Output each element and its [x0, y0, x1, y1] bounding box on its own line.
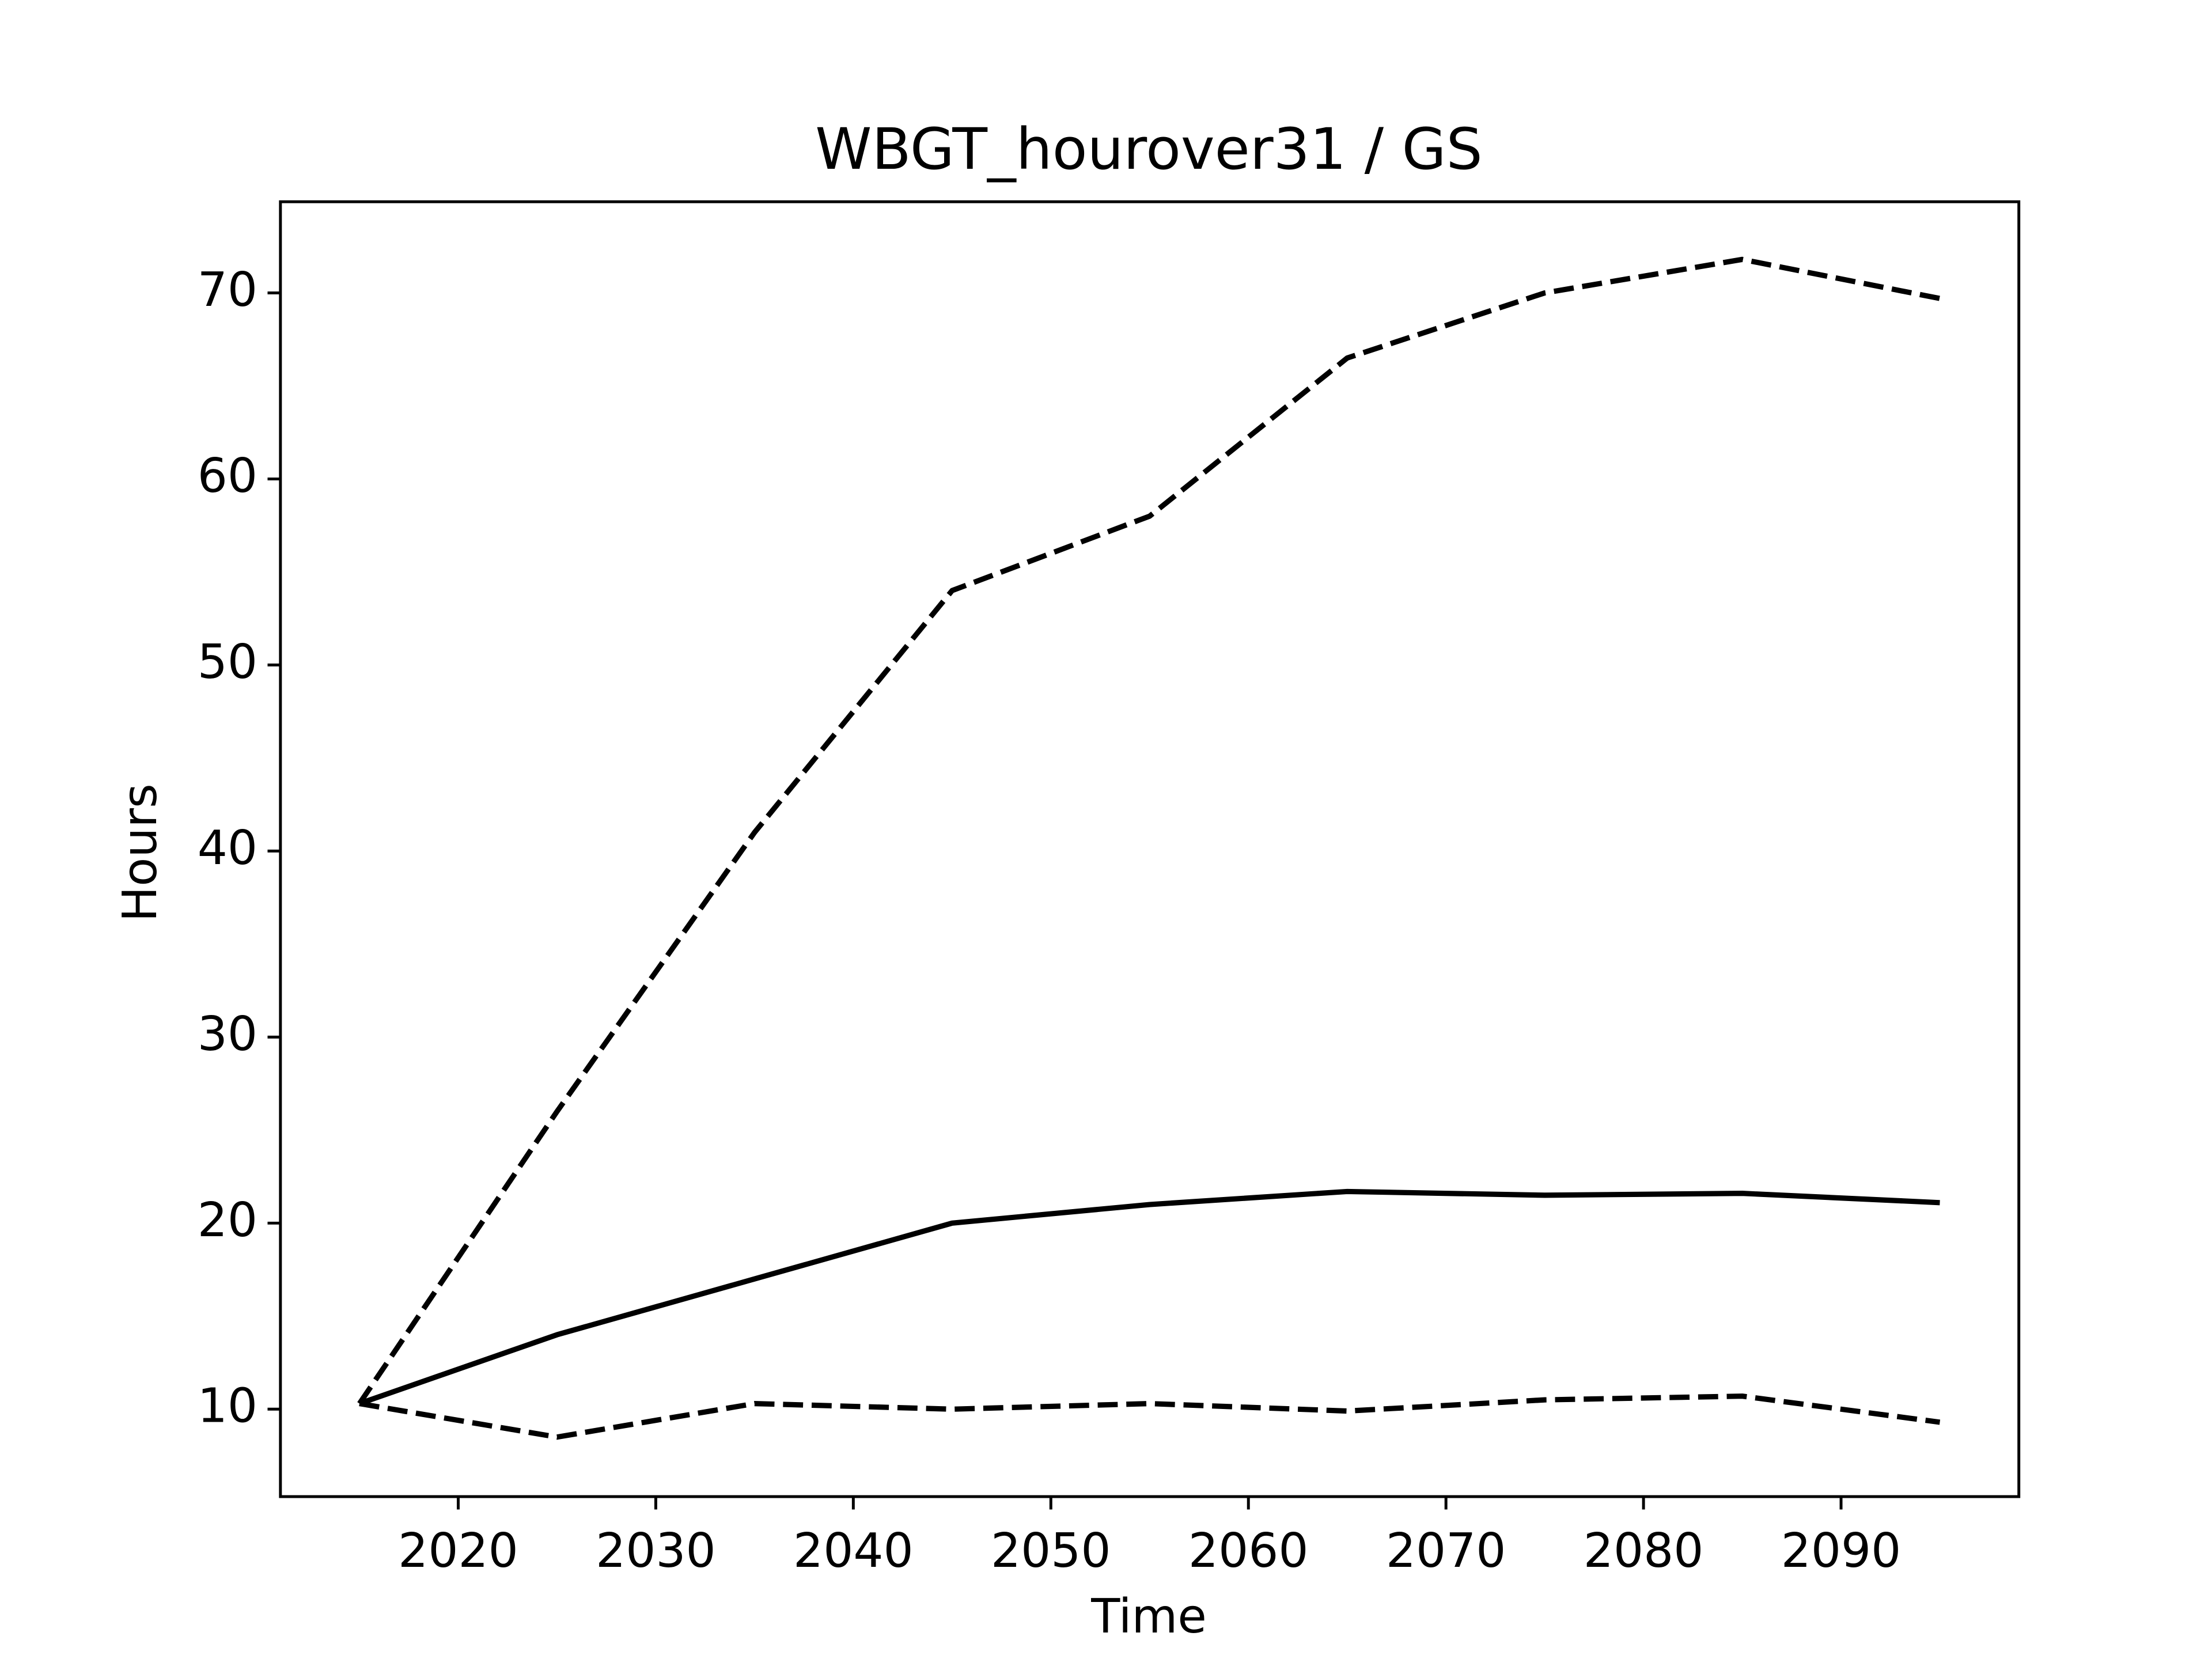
- y-tick-label: 40: [198, 821, 257, 876]
- x-tick-label: 2070: [1386, 1524, 1506, 1578]
- x-tick-label: 2050: [991, 1524, 1111, 1578]
- y-tick-label: 20: [198, 1193, 257, 1248]
- x-axis-label: Time: [1090, 1589, 1207, 1644]
- y-tick-label: 30: [198, 1007, 257, 1062]
- y-axis-label: Hours: [113, 783, 168, 922]
- x-tick-label: 2040: [793, 1524, 914, 1578]
- y-tick-label: 60: [198, 449, 257, 503]
- line-series: [357, 256, 1941, 1406]
- x-tick-label: 2020: [398, 1524, 518, 1578]
- x-tick-label: 2080: [1584, 1524, 1704, 1578]
- y-tick-label: 50: [198, 635, 257, 690]
- x-tick-label: 2090: [1781, 1524, 1902, 1578]
- chart-title: WBGT_hourover31 / GS: [815, 116, 1482, 183]
- line-series: [358, 1188, 1940, 1406]
- x-tick-label: 2030: [596, 1524, 716, 1578]
- x-tick-label: 2060: [1188, 1524, 1309, 1578]
- line-series: [359, 1393, 1941, 1440]
- y-tick-label: 70: [198, 263, 257, 317]
- y-tick-label: 10: [198, 1379, 257, 1434]
- plot-frame: [279, 200, 2021, 1498]
